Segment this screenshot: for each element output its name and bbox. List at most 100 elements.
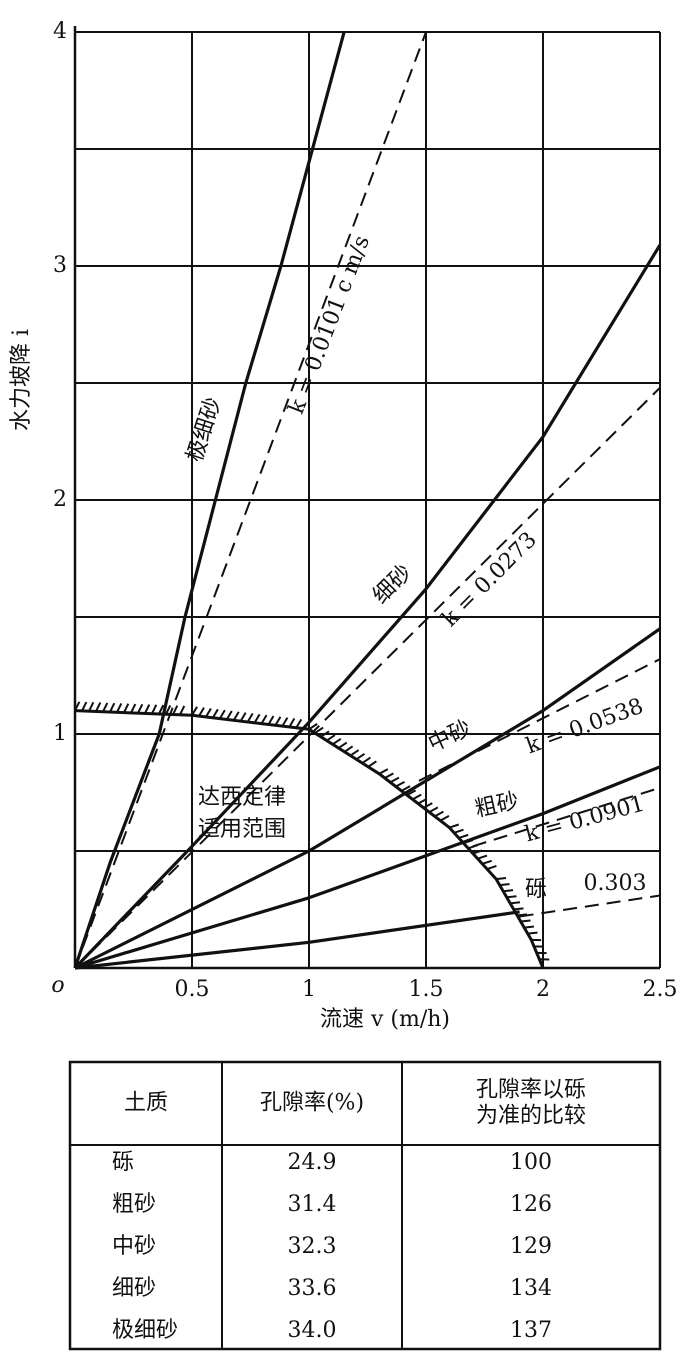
x-tick-label: 0.5 xyxy=(175,977,210,1002)
hatch xyxy=(395,780,405,788)
hatch xyxy=(191,706,198,716)
hatch xyxy=(423,802,433,809)
hatch xyxy=(88,701,95,712)
hatch xyxy=(496,877,507,881)
series-label: 极细砂 xyxy=(182,395,226,466)
hatch xyxy=(253,713,261,724)
table-cell: 31.4 xyxy=(288,1192,337,1217)
hatch xyxy=(137,703,144,714)
hatch xyxy=(499,883,510,887)
table-cell: 33.6 xyxy=(288,1276,337,1301)
series-line xyxy=(472,786,661,848)
hatch xyxy=(320,730,330,738)
hatch xyxy=(102,702,109,713)
table-cell: 24.9 xyxy=(288,1150,337,1175)
table-cell: 137 xyxy=(510,1318,552,1343)
hatch xyxy=(211,708,219,719)
hatch xyxy=(274,716,282,726)
hatch xyxy=(172,705,179,715)
hatch xyxy=(123,703,130,714)
y-tick-label: 1 xyxy=(53,721,67,746)
boundary-label: 适用范围 xyxy=(198,817,286,842)
hatch xyxy=(326,734,336,742)
hatch xyxy=(439,815,450,822)
boundary-label: 达西定律 xyxy=(198,785,286,810)
x-tick-label: 1.5 xyxy=(409,977,444,1002)
series-label: k = 0.0901 xyxy=(522,792,647,848)
hatch xyxy=(510,901,521,905)
hatch xyxy=(400,785,411,792)
table-border xyxy=(68,1060,662,1351)
hatch xyxy=(486,864,497,870)
table-cell: 细砂 xyxy=(112,1276,156,1301)
hatch xyxy=(389,776,400,784)
hatch xyxy=(338,741,348,749)
hatch xyxy=(434,810,444,818)
hatch xyxy=(520,919,531,923)
hatch xyxy=(144,704,151,714)
hatch xyxy=(349,749,360,757)
origin-label: o xyxy=(51,973,64,998)
table-cell: 粗砂 xyxy=(112,1192,156,1217)
hatch xyxy=(367,760,377,768)
hatch xyxy=(477,854,488,860)
series-line xyxy=(74,910,520,970)
y-tick-label: 2 xyxy=(53,487,67,512)
table-cell: 砾 xyxy=(112,1150,134,1175)
series-line xyxy=(74,31,427,969)
hatch xyxy=(517,913,528,917)
series-label: 粗砂 xyxy=(473,789,521,823)
hatch xyxy=(158,704,165,715)
hatch xyxy=(288,717,296,728)
hatch xyxy=(467,844,478,850)
hatch xyxy=(472,849,483,855)
hatch xyxy=(198,707,205,717)
hatch xyxy=(218,709,226,720)
hatch xyxy=(503,889,514,893)
series-line xyxy=(74,386,661,969)
y-tick-label: 3 xyxy=(53,253,67,278)
hatch xyxy=(355,752,366,761)
hatch xyxy=(81,701,88,712)
hatch xyxy=(412,793,422,801)
hatch xyxy=(453,828,464,834)
hatch xyxy=(449,823,460,829)
hatch xyxy=(179,705,186,716)
hatch xyxy=(225,710,233,720)
table-cell: 134 xyxy=(510,1276,552,1301)
table-header: 孔隙率以砾 xyxy=(476,1078,586,1103)
hatch xyxy=(527,931,538,935)
hatch xyxy=(281,717,289,727)
hatch xyxy=(205,707,212,718)
series-label: 0.303 xyxy=(584,871,647,896)
hatch xyxy=(246,712,254,723)
table-cell: 126 xyxy=(510,1192,552,1217)
series-line xyxy=(418,658,661,782)
hatch xyxy=(482,859,493,865)
x-axis-label: 流速 v (m/h) xyxy=(320,1007,450,1032)
hatch xyxy=(239,712,247,722)
hatch xyxy=(267,715,275,725)
hatch xyxy=(513,907,524,911)
hatch xyxy=(406,789,417,796)
hatch xyxy=(232,711,240,721)
series-label: k = 0.0538 xyxy=(523,694,647,759)
table-header: 土质 xyxy=(124,1091,168,1116)
table-cell: 32.3 xyxy=(288,1234,337,1259)
series-label: 中砂 xyxy=(425,716,475,757)
table-cell: 34.0 xyxy=(288,1318,337,1343)
hatch xyxy=(165,704,172,715)
series-label: k = 0.0101 c m/s xyxy=(284,232,375,417)
x-tick-label: 2 xyxy=(536,977,550,1002)
series-line xyxy=(73,31,346,969)
table-header: 孔隙率(%) xyxy=(260,1091,364,1116)
hatch xyxy=(506,895,517,899)
series-label: 细砂 xyxy=(368,560,417,609)
hatch xyxy=(458,833,469,839)
y-axis-label: 水力坡降 i xyxy=(9,329,34,431)
hatch xyxy=(361,756,371,764)
x-tick-label: 1 xyxy=(302,977,316,1002)
hatch xyxy=(295,718,303,729)
hatch xyxy=(308,723,318,731)
